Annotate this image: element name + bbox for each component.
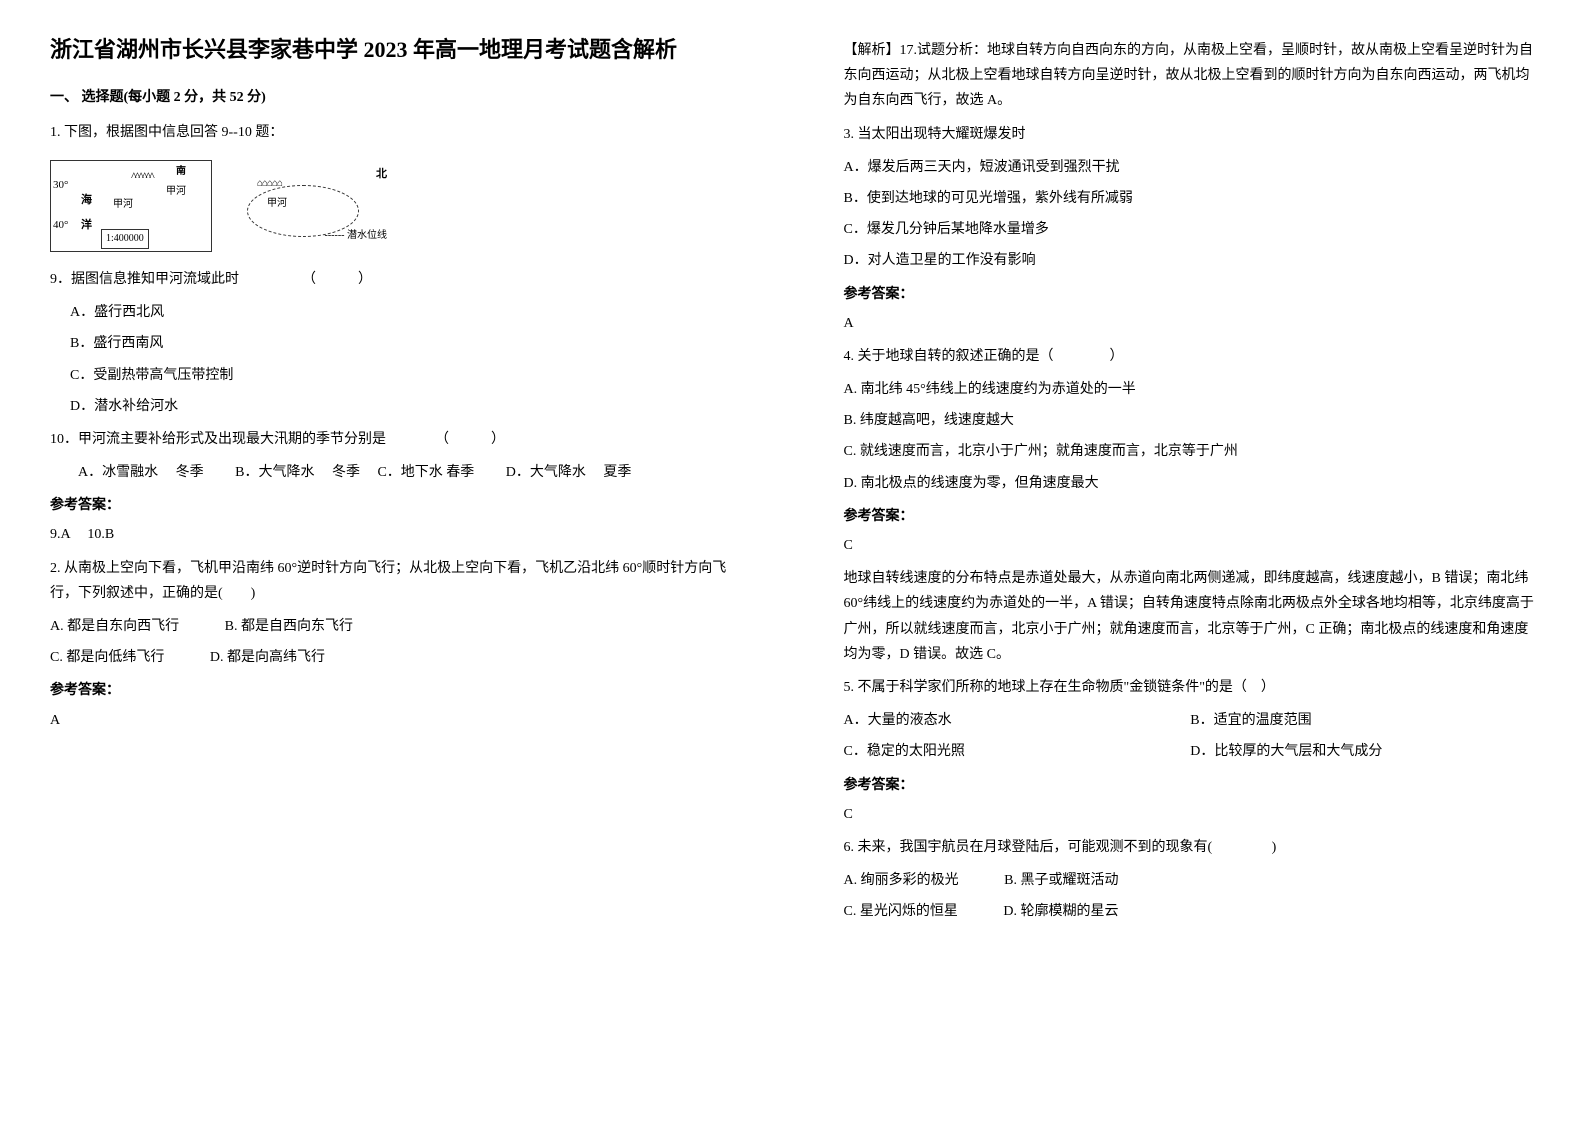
q5-answer-label: 参考答案： [844, 773, 1538, 798]
section-header: 一、 选择题(每小题 2 分，共 52 分) [50, 85, 744, 110]
q6-option-d: D. 轮廓模糊的星云 [1003, 904, 1118, 919]
q9-option-c: C．受副热带高气压带控制 [50, 363, 744, 388]
q2-options-row2: C. 都是向低纬飞行 D. 都是向高纬飞行 [50, 645, 744, 670]
q4-option-b: B. 纬度越高吧，线速度越大 [844, 408, 1538, 433]
q3-answer: A [844, 311, 1538, 336]
latitude-40-label: 40° [53, 216, 68, 236]
q2-answer-label: 参考答案： [50, 678, 744, 703]
q4-option-d: D. 南北极点的线速度为零，但角速度最大 [844, 471, 1538, 496]
q5-option-d: D．比较厚的大气层和大气成分 [1190, 739, 1382, 764]
q4-option-a: A. 南北纬 45°纬线上的线速度约为赤道处的一半 [844, 377, 1538, 402]
q4-option-c: C. 就线速度而言，北京小于广州；就角速度而言，北京等于广州 [844, 439, 1538, 464]
q9-option-b: B．盛行西南风 [50, 331, 744, 356]
south-label: 南 [176, 163, 186, 181]
left-column: 浙江省湖州市长兴县李家巷中学 2023 年高一地理月考试题含解析 一、 选择题(… [0, 0, 794, 960]
q6-option-c: C. 星光闪烁的恒星 [844, 904, 958, 919]
exam-title: 浙江省湖州市长兴县李家巷中学 2023 年高一地理月考试题含解析 [50, 30, 744, 70]
q2-analysis: 【解析】17.试题分析：地球自转方向自西向东的方向，从南极上空看，呈顺时针，故从… [844, 38, 1538, 114]
q5-options-row1: A．大量的液态水 B．适宜的温度范围 [844, 708, 1538, 733]
q3-option-a: A．爆发后两三天内，短波通讯受到强烈干扰 [844, 155, 1538, 180]
q5-answer: C [844, 802, 1538, 827]
q3-option-b: B．使到达地球的可见光增强，紫外线有所减弱 [844, 186, 1538, 211]
q1-answer: 9.A 10.B [50, 522, 744, 547]
q1-answer-label: 参考答案： [50, 493, 744, 518]
q5-option-b: B．适宜的温度范围 [1190, 708, 1311, 733]
q9-option-a: A．盛行西北风 [50, 300, 744, 325]
north-label: 北 [376, 165, 387, 185]
question-4-stem: 4. 关于地球自转的叙述正确的是（ ） [844, 344, 1538, 369]
right-column: 【解析】17.试题分析：地球自转方向自西向东的方向，从南极上空看，呈顺时针，故从… [794, 0, 1587, 960]
q4-answer-label: 参考答案： [844, 504, 1538, 529]
q3-option-c: C．爆发几分钟后某地降水量增多 [844, 217, 1538, 242]
latitude-30-label: 30° [53, 176, 68, 196]
question-1-stem: 1. 下图，根据图中信息回答 9--10 题： [50, 120, 744, 145]
question-5-stem: 5. 不属于科学家们所称的地球上存在生命物质"金锁链条件"的是（ ） [844, 675, 1538, 700]
q6-options-row2: C. 星光闪烁的恒星 D. 轮廓模糊的星云 [844, 899, 1538, 924]
map-right: 北 ⌂⌂⌂⌂⌂ 甲河 ------ 潜水位线 [232, 160, 392, 250]
q5-option-a: A．大量的液态水 [844, 708, 1191, 733]
question-3-stem: 3. 当太阳出现特大耀斑爆发时 [844, 122, 1538, 147]
question-2-stem: 2. 从南极上空向下看，飞机甲沿南纬 60°逆时针方向飞行；从北极上空向下看，飞… [50, 556, 744, 606]
q3-option-d: D．对人造卫星的工作没有影响 [844, 248, 1538, 273]
q2-option-a: A. 都是自东向西飞行 [50, 619, 179, 634]
map-left: 30° 40° 海 洋 甲河 甲河 南 ^^^^^^ 1:400000 [50, 160, 212, 252]
question-10-stem: 10．甲河流主要补给形式及出现最大汛期的季节分别是 （ ） [50, 427, 744, 452]
q6-options-row1: A. 绚丽多彩的极光 B. 黑子或耀斑活动 [844, 868, 1538, 893]
q6-option-a: A. 绚丽多彩的极光 [844, 873, 959, 888]
q2-options-row1: A. 都是自东向西飞行 B. 都是自西向东飞行 [50, 614, 744, 639]
jia-river-label-2: 甲河 [267, 195, 287, 213]
question-1-figure: 30° 40° 海 洋 甲河 甲河 南 ^^^^^^ 1:400000 北 ⌂⌂… [50, 160, 744, 252]
q3-answer-label: 参考答案： [844, 282, 1538, 307]
q4-explanation: 地球自转线速度的分布特点是赤道处最大，从赤道向南北两侧递减，即纬度越高，线速度越… [844, 566, 1538, 667]
ocean-label: 洋 [81, 216, 92, 236]
q2-option-c: C. 都是向低纬飞行 [50, 650, 164, 665]
mountain-symbols: ^^^^^^ [131, 166, 153, 188]
jia-river-label: 甲河 [166, 183, 186, 201]
legend-label: ------ 潜水位线 [325, 227, 387, 245]
q5-options-row2: C．稳定的太阳光照 D．比较厚的大气层和大气成分 [844, 739, 1538, 764]
question-9-stem: 9．据图信息推知甲河流域此时 （ ） [50, 267, 744, 292]
q6-option-b: B. 黑子或耀斑活动 [1004, 873, 1118, 888]
q4-answer: C [844, 533, 1538, 558]
q10-options: A．冰雪融水 冬季 B．大气降水 冬季 C．地下水 春季 D．大气降水 夏季 [50, 460, 744, 485]
q2-answer: A [50, 708, 744, 733]
question-6-stem: 6. 未来，我国宇航员在月球登陆后，可能观测不到的现象有( ) [844, 835, 1538, 860]
q2-option-d: D. 都是向高纬飞行 [210, 650, 325, 665]
scale-label: 1:400000 [101, 229, 149, 249]
q2-option-b: B. 都是自西向东飞行 [225, 619, 353, 634]
river-label: 甲河 [113, 196, 133, 214]
sea-label: 海 [81, 191, 92, 211]
q5-option-c: C．稳定的太阳光照 [844, 739, 1191, 764]
q9-option-d: D．潜水补给河水 [50, 394, 744, 419]
